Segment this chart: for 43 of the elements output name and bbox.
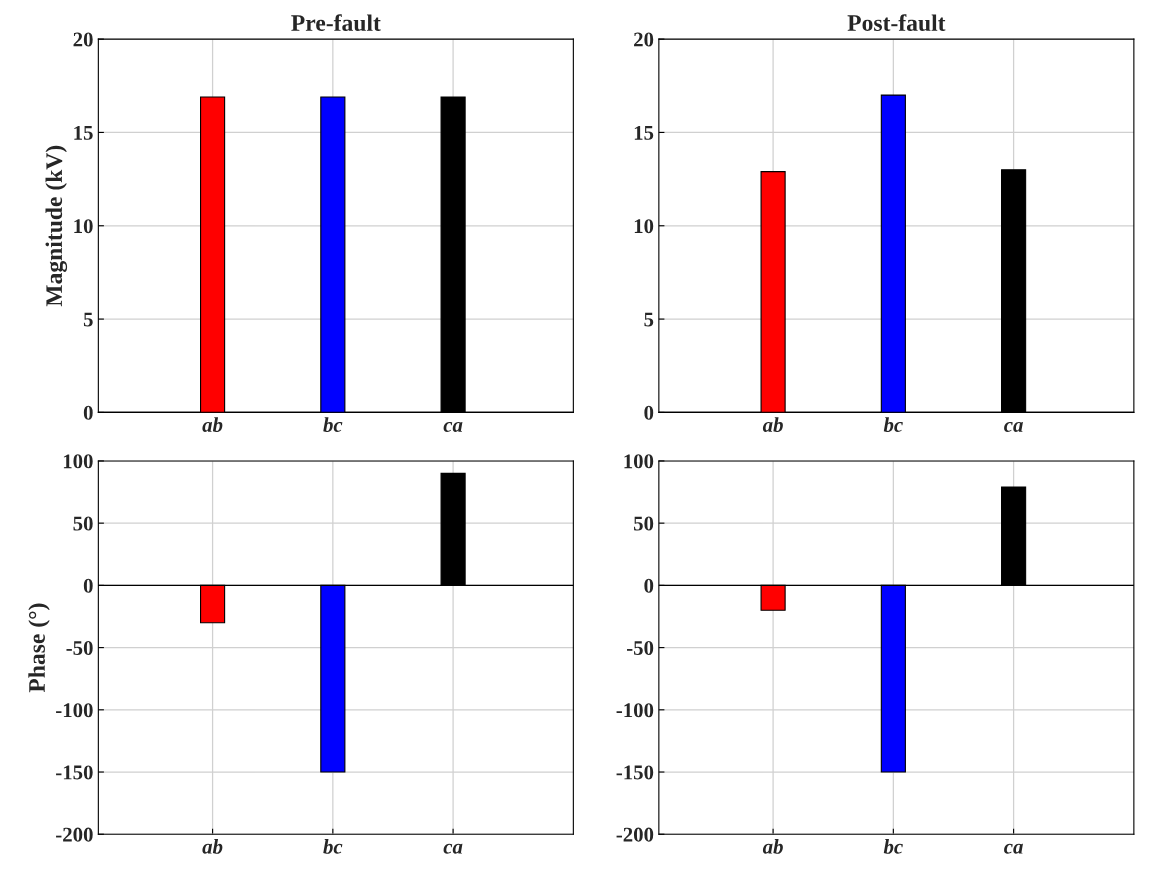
- chart-title: Post-fault: [847, 14, 946, 32]
- x-tick-label: bc: [883, 839, 903, 854]
- y-tick-label: 5: [83, 312, 93, 327]
- y-tick-label: 15: [74, 125, 93, 140]
- y-tick-label: 0: [83, 578, 93, 593]
- x-tick-label: ca: [443, 421, 463, 432]
- x-tick-label: ab: [762, 417, 783, 432]
- y-tick-label: 100: [624, 454, 654, 469]
- y-tick-label: -150: [616, 765, 654, 780]
- y-tick-label: 50: [73, 516, 93, 531]
- y-tick-label: 10: [74, 219, 93, 234]
- x-tick-label: ca: [443, 843, 463, 854]
- y-axis-title: Magnitude (kV): [45, 145, 68, 307]
- x-tick-label: bc: [323, 839, 343, 854]
- y-tick-label: -200: [616, 827, 654, 842]
- y-tick-label: 20: [73, 32, 93, 47]
- y-tick-label: -100: [616, 703, 654, 718]
- y-tick-label: 10: [634, 219, 654, 234]
- x-tick-label: ca: [1004, 843, 1023, 854]
- y-tick-label: -50: [66, 640, 93, 656]
- y-tick-label: 100: [63, 454, 93, 469]
- chart-title: Pre-fault: [291, 14, 381, 32]
- y-tick-label: 0: [83, 405, 93, 420]
- x-tick-label: ca: [1004, 421, 1023, 432]
- y-tick-label: 0: [644, 578, 654, 593]
- bar: [1001, 169, 1027, 413]
- x-tick-label: ab: [762, 839, 783, 854]
- y-tick-label: 5: [644, 312, 654, 327]
- y-tick-label: -100: [56, 703, 93, 718]
- y-tick-label: -200: [56, 827, 93, 842]
- y-axis-title: Phase (°): [28, 603, 50, 693]
- bar: [880, 94, 906, 413]
- y-tick-label: 50: [633, 516, 654, 531]
- x-tick-label: bc: [883, 417, 903, 432]
- y-tick-label: -150: [56, 765, 93, 780]
- x-tick-label: ab: [202, 839, 223, 854]
- x-tick-label: bc: [323, 417, 343, 432]
- y-tick-label: 15: [634, 125, 654, 140]
- x-tick-label: ab: [202, 417, 223, 432]
- y-tick-label: -50: [626, 640, 654, 656]
- y-tick-label: 20: [634, 32, 654, 47]
- bar: [760, 171, 786, 413]
- y-tick-label: 0: [644, 405, 654, 420]
